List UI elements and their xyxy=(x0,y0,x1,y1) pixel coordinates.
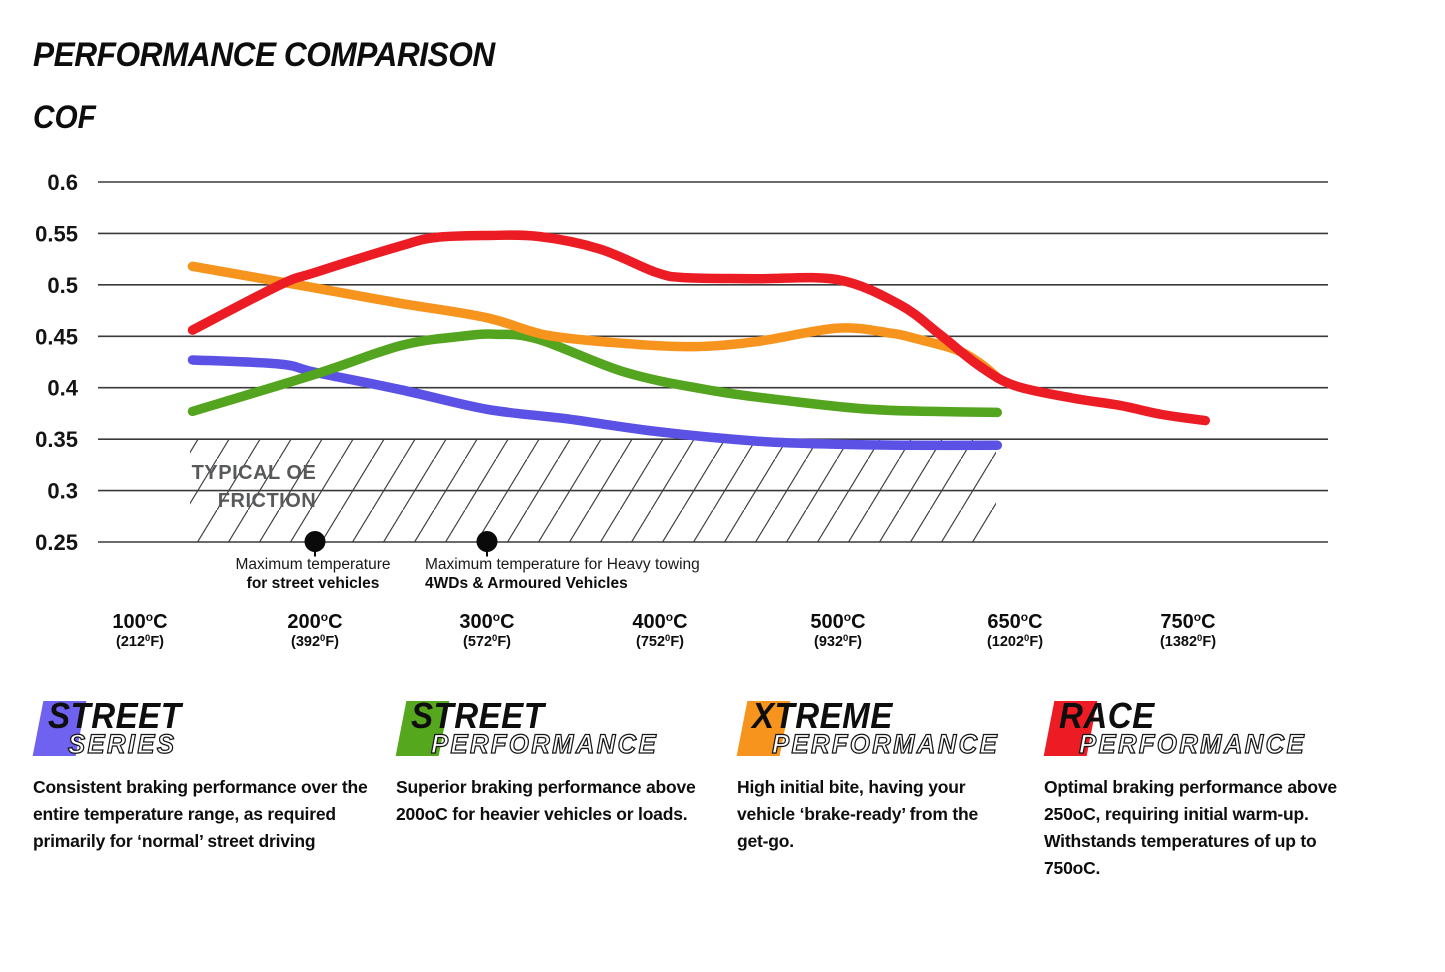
x-tick-label-f: (2120F) xyxy=(116,633,164,650)
race-performance-logo: RACE PERFORMANCE xyxy=(1043,695,1384,762)
series-line-street-series xyxy=(187,355,1003,451)
series-line-xtreme-performance xyxy=(187,261,1003,383)
y-tick-label: 0.5 xyxy=(47,273,78,298)
street-series-logo-word1: STREET xyxy=(48,695,182,736)
street-performance-logo-word2: PERFORMANCE xyxy=(430,728,659,759)
street-performance-logo: STREET PERFORMANCE xyxy=(395,695,736,762)
annotation-dot xyxy=(304,531,326,552)
typical-oe-label: TYPICAL OE xyxy=(192,462,317,484)
xtreme-performance-description: High initial bite, having your vehicle ‘… xyxy=(737,777,979,851)
x-tick-label-c: 100oC xyxy=(112,610,167,633)
y-tick-label: 0.3 xyxy=(47,479,78,504)
x-tick-label-f: (7520F) xyxy=(636,633,684,650)
race-performance-description: Optimal braking performance above 250oC,… xyxy=(1044,777,1337,878)
performance-chart: 0.6 0.55 0.5 0.45 0.4 0.35 0.3 0.25 TYPICAL OE FR… xyxy=(35,170,1328,650)
street-performance-logo-word1: STREET xyxy=(411,695,545,736)
x-tick-label-c: 650oC xyxy=(987,610,1042,633)
x-tick-label-f: (5720F) xyxy=(463,633,511,650)
x-tick-label-f: (9320F) xyxy=(814,633,862,650)
annotation-text: for street vehicles xyxy=(247,575,380,592)
xtreme-performance-logo-word2: PERFORMANCE xyxy=(771,728,1000,759)
x-tick-label-c: 500oC xyxy=(810,610,865,633)
xtreme-performance-logo: XTREME PERFORMANCE xyxy=(736,695,1077,762)
y-tick-label: 0.4 xyxy=(47,376,78,401)
series-line-race-performance xyxy=(187,230,1211,426)
legend-item-street-performance: STREET PERFORMANCE Superior braking perf… xyxy=(395,695,716,828)
typical-oe-label: FRICTION xyxy=(218,490,316,512)
annotation-text: 4WDs & Armoured Vehicles xyxy=(425,575,628,592)
street-series-logo-word2: SERIES xyxy=(67,728,177,759)
y-tick-label: 0.35 xyxy=(35,427,78,452)
y-tick-label: 0.6 xyxy=(47,170,78,195)
x-tick-label-c: 300oC xyxy=(459,610,514,633)
legend-item-street-series: STREET SERIES Consistent braking perform… xyxy=(32,695,368,855)
street-series-logo: STREET SERIES xyxy=(32,695,373,762)
street-series-description: Consistent braking performance over the … xyxy=(33,777,368,851)
page-title: PERFORMANCE COMPARISON xyxy=(33,36,495,74)
x-tick-label-f: (12020F) xyxy=(987,633,1043,650)
xtreme-performance-logo-word1: XTREME xyxy=(752,695,893,736)
annotation-text: Maximum temperature for Heavy towing xyxy=(425,556,700,573)
legend-item-xtreme-performance: XTREME PERFORMANCE High initial bite, ha… xyxy=(736,695,1012,855)
x-tick-label-f: (3920F) xyxy=(291,633,339,650)
cof-axis-title: COF xyxy=(33,99,96,135)
y-tick-label: 0.25 xyxy=(35,530,78,555)
race-performance-logo-word1: RACE xyxy=(1059,695,1155,736)
chart-svg: 0.6 0.55 0.5 0.45 0.4 0.35 0.3 0.25 TYPICAL OE FR… xyxy=(35,170,1328,650)
y-tick-label: 0.55 xyxy=(35,221,78,246)
annotation-text: Maximum temperature xyxy=(235,556,390,573)
street-performance-description: Superior braking performance above 200oC… xyxy=(396,777,696,824)
x-tick-label-c: 750oC xyxy=(1160,610,1215,633)
legend-item-race-performance: RACE PERFORMANCE Optimal braking perform… xyxy=(1043,695,1374,882)
annotation-dot xyxy=(476,531,498,552)
x-tick-label-c: 200oC xyxy=(287,610,342,633)
x-tick-label-c: 400oC xyxy=(632,610,687,633)
race-performance-logo-word2: PERFORMANCE xyxy=(1078,728,1307,759)
y-tick-label: 0.45 xyxy=(35,324,78,349)
series-line-street-performance xyxy=(187,329,1003,418)
x-tick-label-f: (13820F) xyxy=(1160,633,1216,650)
